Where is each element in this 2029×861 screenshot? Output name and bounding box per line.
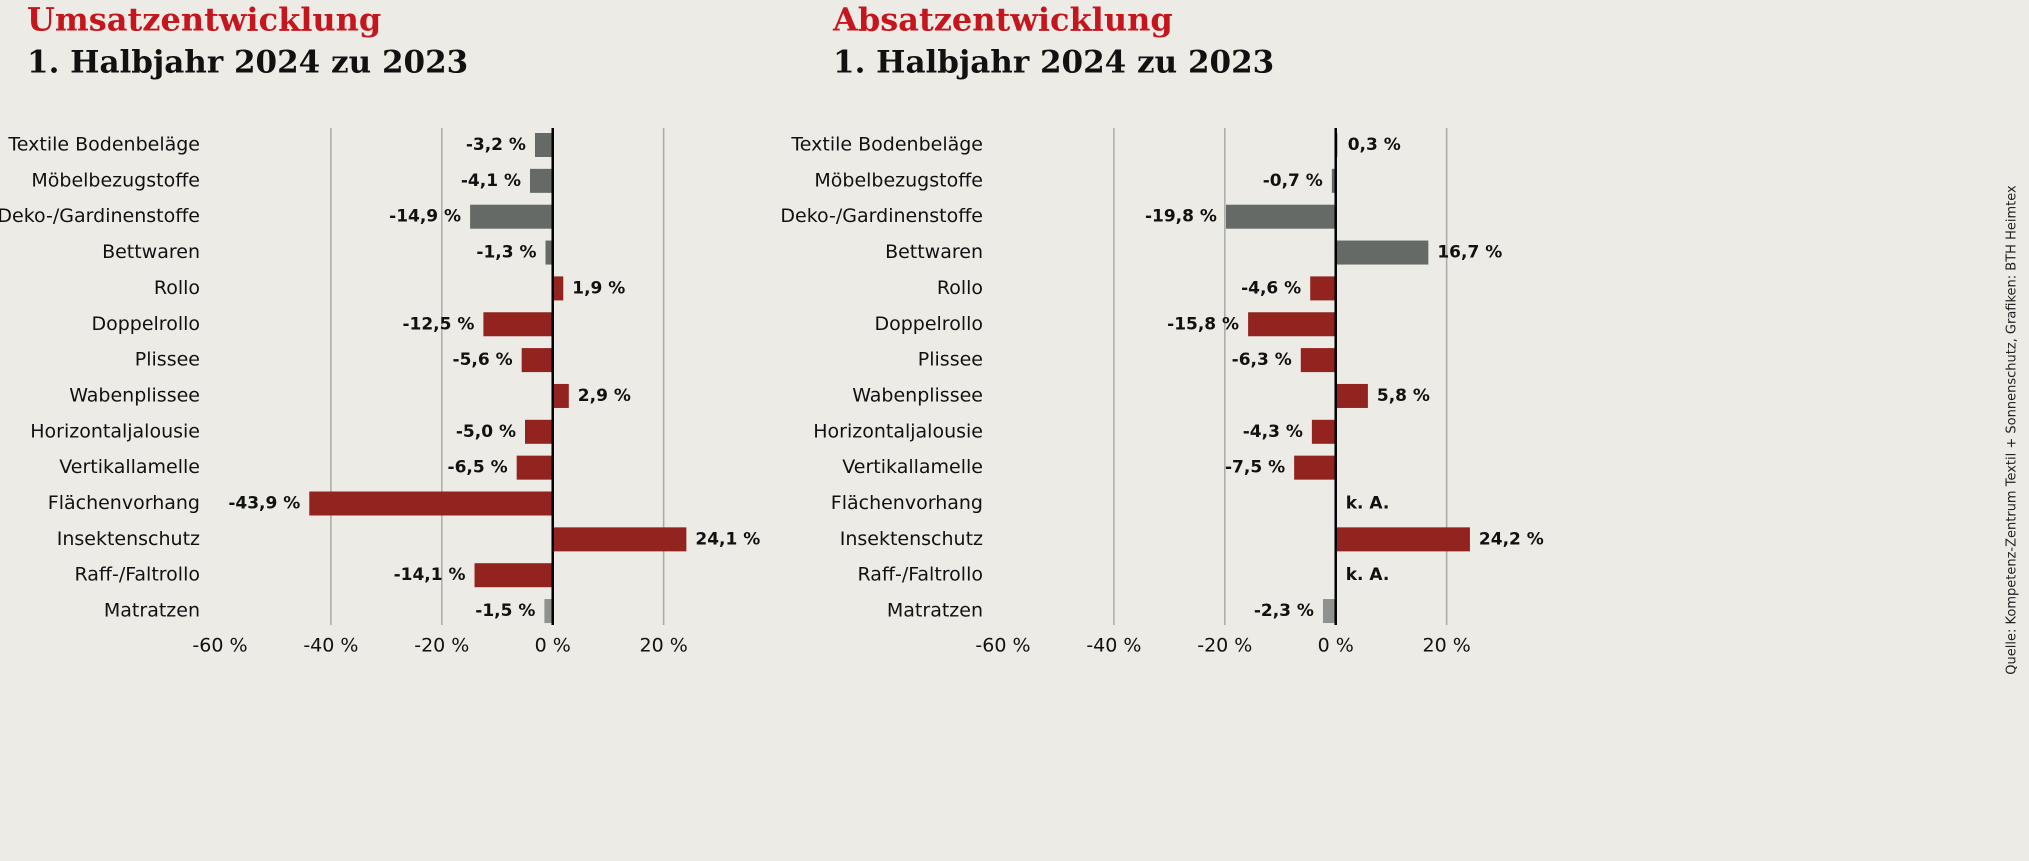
x-tick-label: 20 % — [639, 635, 687, 657]
category-label: Insektenschutz — [57, 528, 200, 550]
category-label: Vertikallamelle — [59, 456, 200, 478]
bar — [1310, 276, 1336, 301]
bar — [552, 527, 687, 552]
x-tick-label: -40 % — [1086, 635, 1141, 657]
value-label: -15,8 % — [1167, 314, 1239, 334]
category-label: Flächenvorhang — [48, 492, 200, 514]
category-label: Deko-/Gardinenstoffe — [0, 205, 200, 227]
value-label: 16,7 % — [1437, 243, 1502, 263]
bar — [516, 455, 553, 480]
value-label: -3,2 % — [466, 135, 526, 155]
bar — [1322, 599, 1336, 624]
category-label: Insektenschutz — [840, 528, 983, 550]
bar — [1335, 383, 1368, 408]
value-label: 2,9 % — [578, 386, 631, 406]
bar — [534, 133, 553, 157]
value-label: -5,6 % — [453, 350, 513, 370]
category-label: Doppelrollo — [874, 313, 983, 335]
value-label: k. A. — [1346, 494, 1390, 514]
bar — [545, 240, 553, 265]
value-label: -43,9 % — [228, 494, 300, 514]
category-label: Raff-/Faltrollo — [74, 564, 200, 586]
x-tick-label: 0 % — [535, 635, 571, 657]
category-label: Vertikallamelle — [842, 456, 983, 478]
category-label: Wabenplissee — [852, 384, 983, 406]
bar — [544, 599, 553, 624]
source: Quelle: Kompetenz-Zentrum Textil + Sonne… — [2005, 185, 2020, 675]
x-tick-label: -60 % — [192, 635, 247, 657]
x-tick-label: -20 % — [414, 635, 469, 657]
bar — [552, 383, 569, 408]
bar — [1300, 348, 1336, 373]
value-label: -5,0 % — [456, 422, 516, 442]
bar — [483, 312, 553, 337]
value-label: -14,1 % — [394, 565, 466, 585]
value-label: -1,5 % — [475, 601, 535, 621]
bar — [1311, 419, 1336, 444]
chart-title: Umsatzentwicklung — [27, 1, 381, 39]
x-tick-label: -40 % — [303, 635, 358, 657]
category-label: Horizontaljalousie — [30, 420, 200, 442]
bar — [309, 491, 553, 516]
value-label: 5,8 % — [1377, 386, 1430, 406]
category-label: Möbelbezugstoffe — [814, 169, 983, 191]
category-label: Plissee — [135, 349, 200, 371]
category-label: Bettwaren — [885, 241, 983, 263]
category-label: Wabenplissee — [69, 384, 200, 406]
chart-title: Absatzentwicklung — [832, 1, 1173, 39]
category-label: Flächenvorhang — [831, 492, 983, 514]
value-label: 24,1 % — [695, 529, 760, 549]
category-label: Rollo — [937, 277, 983, 299]
bar — [1248, 312, 1336, 337]
bar — [1331, 168, 1336, 193]
x-tick-label: 0 % — [1318, 635, 1354, 657]
bar — [1335, 527, 1470, 552]
x-tick-label: -60 % — [975, 635, 1030, 657]
bar — [521, 348, 553, 373]
value-label: -6,3 % — [1232, 350, 1292, 370]
bar — [1335, 240, 1429, 265]
x-tick-label: -20 % — [1197, 635, 1252, 657]
category-label: Textile Bodenbeläge — [7, 134, 200, 156]
value-label: k. A. — [1346, 565, 1390, 585]
value-label: -4,1 % — [461, 171, 521, 191]
value-label: -0,7 % — [1263, 171, 1323, 191]
value-label: 1,9 % — [572, 278, 625, 298]
category-label: Matratzen — [887, 600, 983, 622]
value-label: -1,3 % — [476, 243, 536, 263]
bar — [1294, 455, 1336, 480]
value-label: -2,3 % — [1254, 601, 1314, 621]
category-label: Plissee — [918, 349, 983, 371]
category-label: Bettwaren — [102, 241, 200, 263]
value-label: -4,6 % — [1241, 278, 1301, 298]
chart-subtitle: 1. Halbjahr 2024 zu 2023 — [833, 45, 1274, 81]
bar — [1225, 204, 1336, 229]
category-label: Textile Bodenbeläge — [790, 134, 983, 156]
bar — [525, 419, 553, 444]
value-label: -19,8 % — [1145, 207, 1217, 227]
bar — [474, 563, 553, 588]
value-label: 24,2 % — [1479, 529, 1544, 549]
category-label: Möbelbezugstoffe — [31, 169, 200, 191]
category-label: Rollo — [154, 277, 200, 299]
category-label: Doppelrollo — [91, 313, 200, 335]
category-label: Matratzen — [104, 600, 200, 622]
value-label: 0,3 % — [1348, 135, 1401, 155]
category-label: Horizontaljalousie — [813, 420, 983, 442]
value-label: -6,5 % — [448, 458, 508, 478]
value-label: -14,9 % — [389, 207, 461, 227]
value-label: -4,3 % — [1243, 422, 1303, 442]
category-label: Raff-/Faltrollo — [857, 564, 983, 586]
bar — [470, 204, 553, 229]
chart-subtitle: 1. Halbjahr 2024 zu 2023 — [27, 45, 468, 81]
bar — [552, 276, 564, 301]
bar — [529, 168, 553, 193]
x-tick-label: 20 % — [1422, 635, 1470, 657]
value-label: -7,5 % — [1225, 458, 1285, 478]
category-label: Deko-/Gardinenstoffe — [780, 205, 983, 227]
value-label: -12,5 % — [402, 314, 474, 334]
